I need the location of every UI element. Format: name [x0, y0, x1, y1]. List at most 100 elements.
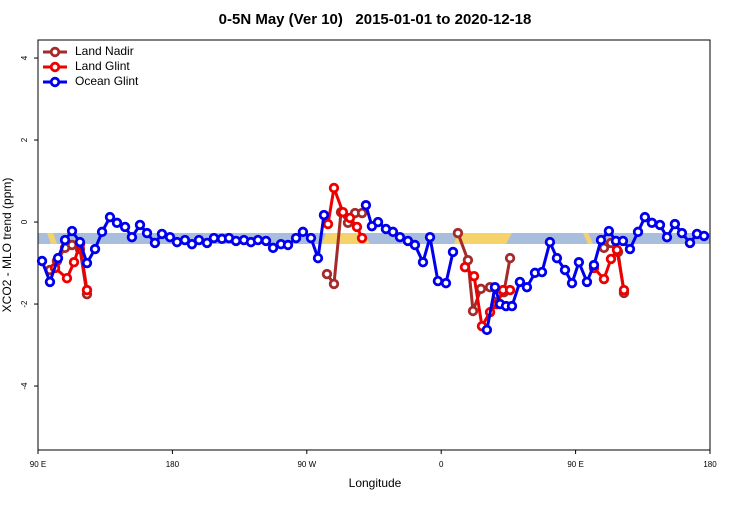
data-point [603, 225, 615, 237]
data-point [459, 261, 471, 273]
legend-label: Land Nadir [75, 44, 134, 58]
data-point [337, 206, 349, 218]
legend-label: Ocean Glint [75, 74, 139, 88]
data-point [322, 218, 334, 230]
land-band [454, 233, 512, 244]
data-point [521, 282, 533, 293]
y-tick-label: 2 [20, 137, 29, 142]
plot-frame [37, 39, 711, 451]
data-point [617, 235, 629, 247]
y-axis-label: XCO2 - MLO trend (ppm) [0, 178, 14, 313]
data-point [360, 200, 372, 211]
data-point [351, 221, 363, 233]
data-point [514, 276, 526, 288]
data-point [698, 230, 710, 242]
data-point [179, 234, 191, 246]
data-point [536, 266, 548, 278]
y-tick-label: 0 [20, 219, 29, 224]
data-point [551, 252, 563, 264]
data-point [344, 212, 356, 224]
data-point [506, 300, 518, 312]
data-point [61, 273, 73, 284]
x-tick-label: 90 W [297, 460, 316, 469]
data-point [81, 257, 93, 269]
data-point [481, 324, 493, 336]
data-point [559, 264, 571, 276]
data-point [639, 211, 651, 223]
data-point [36, 255, 48, 267]
data-point [417, 257, 429, 268]
data-point [661, 232, 673, 243]
data-point [290, 232, 302, 244]
data-point [141, 227, 153, 239]
data-point [618, 284, 630, 296]
data-point [452, 227, 464, 239]
data-point [119, 221, 131, 233]
data-point [186, 238, 198, 250]
data-point [632, 226, 644, 238]
data-point [328, 182, 340, 194]
data-point [588, 259, 600, 271]
data-point [104, 211, 116, 223]
data-point [126, 232, 138, 243]
y-tick-label: 4 [20, 55, 29, 60]
data-point [684, 237, 696, 249]
data-point [59, 234, 71, 246]
data-point [208, 232, 220, 244]
data-point [297, 226, 309, 238]
legend-label: Land Glint [75, 59, 130, 73]
y-tick-label: -2 [20, 300, 29, 308]
land-band [47, 233, 57, 244]
legend-marker [49, 46, 61, 58]
data-point [282, 239, 294, 251]
data-point [654, 219, 666, 231]
data-point [573, 257, 585, 268]
data-point [544, 236, 556, 248]
data-point [201, 237, 213, 249]
data-point [193, 234, 205, 246]
land-band [583, 233, 593, 244]
data-point [321, 268, 333, 280]
data-point [149, 237, 161, 249]
data-point [156, 228, 168, 240]
data-point [74, 236, 86, 248]
data-point [387, 226, 399, 238]
x-tick-label: 180 [166, 460, 180, 469]
data-point [669, 218, 681, 230]
data-point [440, 277, 452, 289]
legend-marker [49, 61, 61, 73]
data-point [409, 239, 421, 251]
x-tick-label: 90 E [30, 460, 46, 469]
data-point [468, 270, 480, 282]
data-point [111, 217, 123, 229]
data-point [432, 275, 444, 287]
data-point [267, 242, 279, 254]
data-point [504, 252, 516, 264]
data-point [467, 305, 479, 317]
y-tick-label: -4 [20, 382, 29, 390]
data-point [356, 207, 368, 219]
x-tick-label: 0 [439, 460, 444, 469]
ocean-band [38, 233, 710, 244]
data-point [475, 283, 487, 295]
x-tick-label: 90 E [567, 460, 583, 469]
data-point [566, 277, 578, 289]
data-point [611, 244, 623, 256]
data-point [356, 232, 368, 244]
x-tick-label: 180 [703, 460, 717, 469]
data-point [676, 227, 688, 239]
data-point [328, 278, 340, 290]
data-point [489, 282, 501, 293]
data-point [581, 276, 593, 288]
data-point [402, 235, 414, 247]
data-point [164, 232, 176, 243]
data-point [447, 246, 459, 258]
data-point [171, 236, 183, 248]
data-point [52, 252, 64, 264]
data-point [372, 216, 384, 228]
data-point [230, 235, 242, 247]
data-point [96, 226, 108, 238]
data-point [394, 232, 406, 243]
data-point [605, 253, 617, 265]
